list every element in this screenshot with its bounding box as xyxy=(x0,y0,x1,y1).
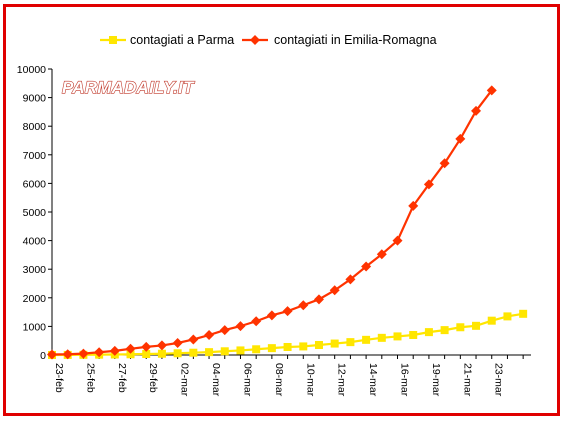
data-point xyxy=(157,349,166,358)
data-point xyxy=(109,345,120,356)
data-point xyxy=(219,325,230,336)
data-point xyxy=(329,285,340,296)
data-point xyxy=(362,335,371,344)
data-point xyxy=(142,349,151,358)
data-point xyxy=(126,350,135,359)
data-point xyxy=(440,326,449,335)
data-point xyxy=(376,249,387,260)
data-point xyxy=(330,339,339,348)
x-tick-label: 23-mar xyxy=(493,363,505,397)
series-parma xyxy=(48,309,528,359)
data-point xyxy=(423,179,434,190)
x-tick-label: 10-mar xyxy=(304,363,316,397)
data-point xyxy=(205,348,214,357)
legend: contagiati a Parma contagiati in Emilia-R… xyxy=(100,33,437,47)
data-point xyxy=(519,309,528,318)
data-point xyxy=(251,316,262,327)
x-tick-label: 08-mar xyxy=(273,363,285,397)
x-tick-label: 02-mar xyxy=(179,363,191,397)
data-point xyxy=(392,235,403,246)
data-point xyxy=(62,349,73,360)
x-tick-label: 23-feb xyxy=(53,363,65,393)
y-tick-label: 0 xyxy=(40,350,46,362)
legend-label: contagiati a Parma xyxy=(130,33,234,47)
data-point xyxy=(346,338,355,347)
y-tick-label: 5000 xyxy=(23,207,47,219)
data-point xyxy=(361,261,372,272)
data-point xyxy=(456,323,465,332)
x-tick-label: 14-mar xyxy=(367,363,379,397)
y-tick-label: 4000 xyxy=(23,236,47,248)
x-tick-label: 19-mar xyxy=(430,363,442,397)
data-point xyxy=(313,294,324,305)
data-point xyxy=(47,349,57,360)
data-point xyxy=(252,345,261,354)
data-point xyxy=(503,312,512,321)
data-point xyxy=(408,200,419,211)
data-point xyxy=(409,330,418,339)
y-axis: 0 1000 2000 3000 4000 5000 6000 7000 8000 9000 100… xyxy=(17,64,53,362)
data-point xyxy=(299,342,308,351)
x-tick-label: 27-feb xyxy=(116,363,128,393)
data-point xyxy=(78,348,89,359)
x-tick-label: 29-feb xyxy=(147,363,159,393)
data-point xyxy=(156,340,167,351)
data-point xyxy=(298,300,309,311)
data-point xyxy=(236,346,245,355)
y-tick-label: 10000 xyxy=(17,64,46,76)
data-point xyxy=(94,347,105,358)
x-axis: 23-feb 25-feb 27-feb 29-feb 02-mar 04-mar 06-m… xyxy=(51,354,531,397)
x-tick-label: 06-mar xyxy=(241,363,253,397)
data-point xyxy=(424,328,433,337)
data-point xyxy=(283,342,292,351)
data-point xyxy=(377,333,386,342)
series-emilia-romagna xyxy=(47,85,497,360)
data-point xyxy=(267,344,276,353)
data-point xyxy=(188,334,199,345)
data-point xyxy=(472,321,481,330)
legend-item: contagiati a Parma xyxy=(100,33,234,47)
data-point xyxy=(204,330,215,341)
data-point xyxy=(439,158,450,169)
y-tick-label: 3000 xyxy=(23,264,47,276)
watermark-logo: PARMADAILY.IT xyxy=(62,78,195,97)
data-point xyxy=(455,133,466,144)
data-point xyxy=(393,332,402,341)
data-point xyxy=(220,347,229,356)
legend-marker xyxy=(250,35,260,45)
data-point xyxy=(235,321,246,332)
data-point xyxy=(471,105,482,116)
x-tick-label: 12-mar xyxy=(336,363,348,397)
legend-item: contagiati in Emilia-Romagna xyxy=(242,33,437,47)
x-tick-label: 16-mar xyxy=(399,363,411,397)
legend-marker xyxy=(109,36,117,44)
legend-label: contagiati in Emilia-Romagna xyxy=(274,33,437,47)
data-point xyxy=(172,337,183,348)
data-point xyxy=(314,340,323,349)
data-point xyxy=(282,306,293,317)
data-point xyxy=(487,316,496,325)
y-tick-label: 1000 xyxy=(23,321,47,333)
x-tick-label: 04-mar xyxy=(210,363,222,397)
data-point xyxy=(125,343,136,354)
data-point xyxy=(486,85,497,96)
y-tick-label: 7000 xyxy=(23,150,47,162)
data-point xyxy=(266,310,277,321)
y-tick-label: 9000 xyxy=(23,93,47,105)
x-tick-label: 21-mar xyxy=(461,363,473,397)
y-tick-label: 6000 xyxy=(23,178,47,190)
plot-area xyxy=(47,85,528,360)
data-point xyxy=(173,349,182,358)
y-tick-label: 2000 xyxy=(23,293,47,305)
x-tick-label: 25-feb xyxy=(84,363,96,393)
data-point xyxy=(141,341,152,352)
data-point xyxy=(345,274,356,285)
data-point xyxy=(189,348,198,357)
y-tick-label: 8000 xyxy=(23,121,47,133)
